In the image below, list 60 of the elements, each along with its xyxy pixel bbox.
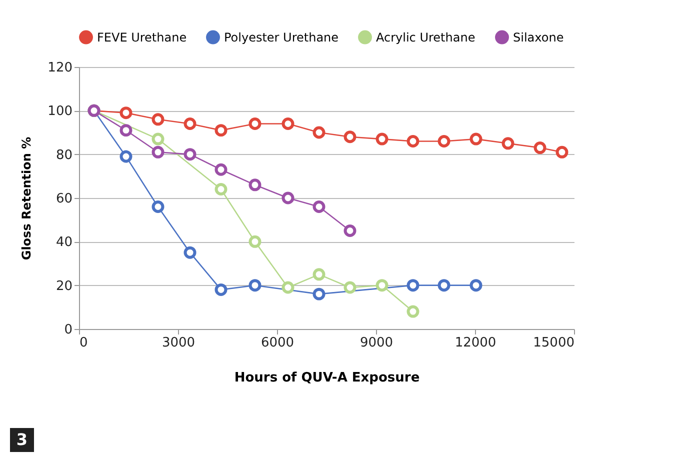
point (534, 142, 546, 154)
x-tick-label: 6000 (260, 336, 294, 350)
text: 3 (10, 428, 34, 452)
legend-label: Acrylic Urethane (376, 30, 476, 44)
point (344, 281, 356, 294)
point (470, 279, 482, 292)
point (312, 288, 326, 300)
point (184, 118, 196, 130)
point (248, 118, 262, 130)
point (184, 246, 196, 259)
point (438, 279, 450, 292)
point (214, 283, 228, 296)
y-tick-label: 40 (56, 235, 72, 250)
point (282, 192, 294, 204)
y-tick-label: 120 (48, 60, 72, 76)
point (406, 135, 420, 148)
point (152, 146, 164, 158)
point (376, 132, 388, 146)
point (214, 124, 228, 137)
y-tick-label: 0 (64, 322, 72, 338)
point (344, 130, 356, 144)
point (282, 281, 294, 294)
point (556, 146, 568, 158)
point (470, 132, 482, 146)
x-tick-label: 12000 (454, 336, 496, 350)
point (184, 148, 196, 161)
point (152, 113, 164, 126)
x-tick-label: 15000 (533, 336, 574, 350)
point (120, 106, 132, 120)
point (376, 279, 388, 292)
point (214, 183, 228, 196)
x-tick-label: 3000 (162, 336, 196, 350)
legend-label: FEVE Urethane (97, 30, 187, 44)
x-tick-label: 0 (80, 336, 88, 350)
point (120, 124, 132, 137)
point (282, 118, 294, 130)
point (248, 279, 262, 292)
point (406, 305, 420, 318)
point (406, 279, 420, 292)
x-tick-label: 9000 (360, 336, 394, 350)
y-tick-label: 20 (56, 278, 72, 294)
point (438, 135, 450, 148)
y-tick-label: 60 (56, 192, 72, 206)
y-tick-label: 100 (48, 104, 72, 120)
point (312, 268, 326, 281)
legend-label: Polyester Urethane (224, 30, 339, 44)
y-tick-label: 80 (56, 148, 72, 163)
x-axis-title: Hours of QUV-A Exposure (234, 370, 420, 386)
point (248, 178, 262, 192)
point (120, 150, 132, 163)
point (502, 137, 514, 150)
point (312, 200, 326, 213)
point (152, 200, 164, 213)
point (344, 224, 356, 237)
point (152, 132, 164, 146)
point (312, 126, 326, 139)
point (248, 235, 262, 248)
point (214, 163, 228, 176)
y-axis-title: Gloss Retention % (20, 136, 34, 260)
legend-label: Silaxone (513, 30, 564, 44)
